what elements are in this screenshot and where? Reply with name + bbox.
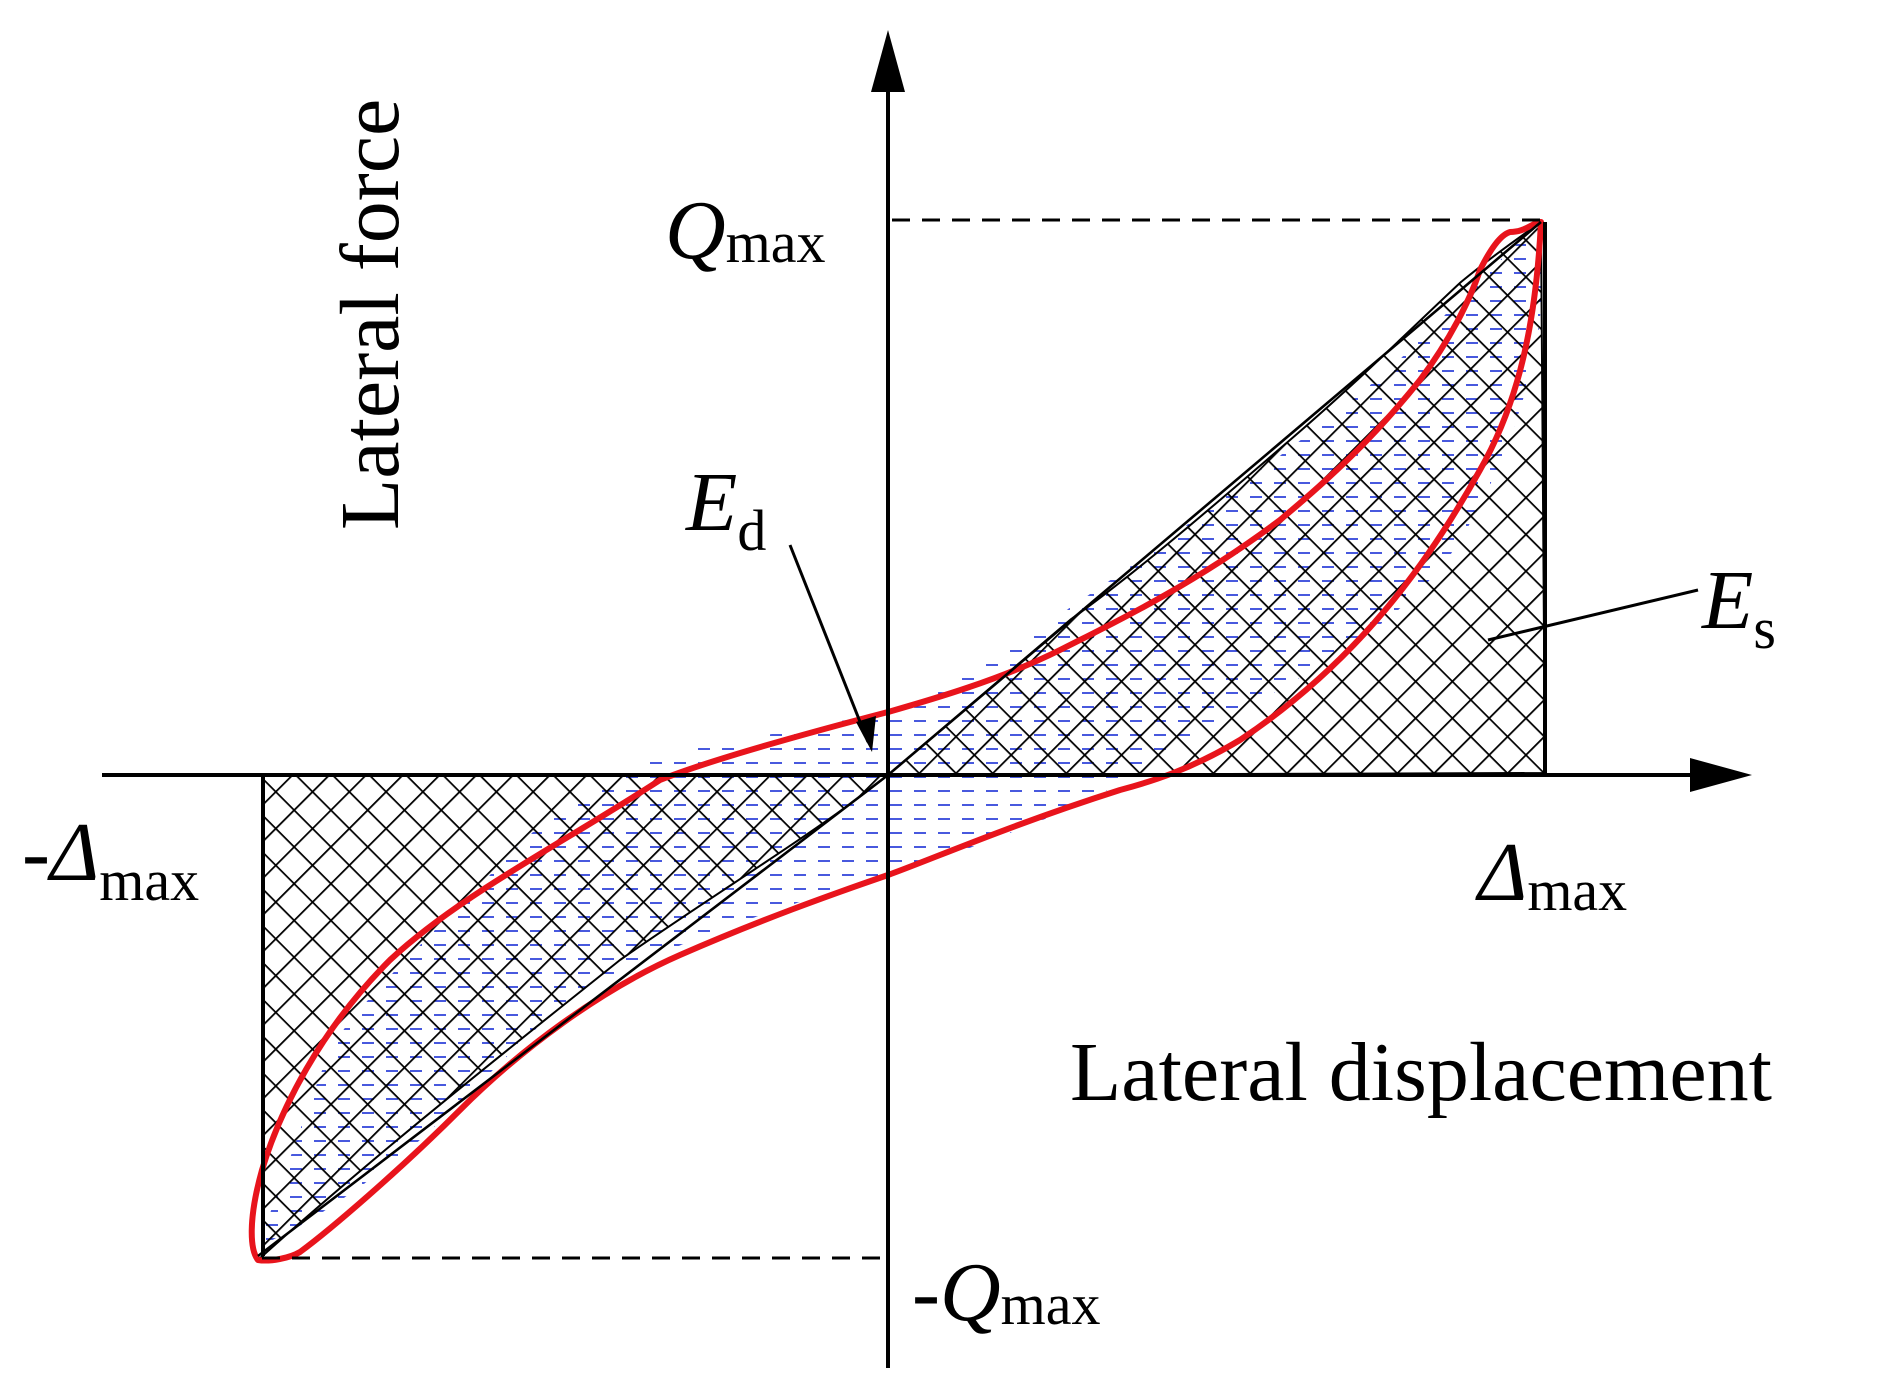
ed-label: Ed — [685, 456, 766, 563]
y-axis-label: Lateral force — [324, 99, 417, 530]
secant-line-left — [257, 773, 889, 1258]
ed-leader-line — [788, 544, 870, 743]
es-label: Es — [1701, 554, 1776, 661]
x-axis-label: Lateral displacement — [1070, 1026, 1772, 1119]
q-max-label: Qmax — [665, 184, 826, 277]
y-axis-arrow-icon — [871, 30, 905, 92]
neg-q-max-label: -Qmax — [912, 1246, 1101, 1339]
x-axis-arrow-icon — [1690, 758, 1752, 792]
delta-max-label: Δmax — [1475, 826, 1627, 923]
neg-delta-max-label: -Δmax — [22, 806, 199, 913]
es-leader-line — [1487, 588, 1699, 642]
strain-energy-region-left — [257, 774, 891, 1261]
secant-line-right — [887, 221, 1542, 776]
ed-leader-arrow-icon — [856, 716, 876, 752]
